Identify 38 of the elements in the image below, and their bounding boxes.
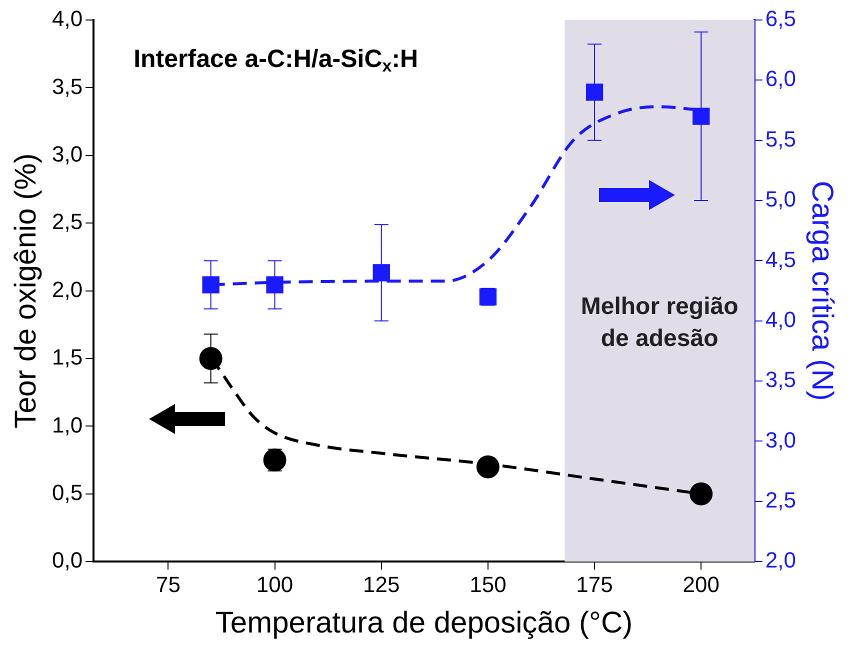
y2-tick-label: 5,5 (765, 126, 796, 152)
y2-tick-label: 3,5 (765, 367, 796, 392)
y-tick-label: 3,0 (52, 141, 83, 166)
x-axis-title: Temperatura de deposição (°C) (215, 606, 633, 640)
x-tick-label: 175 (576, 572, 613, 597)
point (199, 347, 222, 370)
point (690, 482, 713, 506)
y-tick-label: 1,0 (52, 412, 83, 438)
point (692, 108, 710, 125)
y-tick-label: 0,5 (52, 480, 83, 505)
y2-tick-label: 4,5 (765, 246, 796, 272)
y-tick-label: 3,5 (52, 74, 83, 99)
point (263, 448, 286, 472)
x-tick-label: 125 (363, 572, 400, 597)
y2-axis-title: Carga crítica (N) (806, 180, 839, 401)
y2-tick-label: 5,0 (765, 186, 796, 212)
y-tick-label: 4,0 (52, 6, 83, 32)
y-tick-label: 0,0 (52, 548, 83, 573)
y2-tick-label: 2,5 (765, 487, 796, 512)
y-tick-label: 2,5 (52, 209, 83, 234)
point (586, 84, 604, 101)
y-axis-title: Teor de oxigênio (%) (9, 153, 42, 428)
point (372, 264, 390, 282)
y2-tick-label: 3,0 (765, 427, 796, 452)
point (202, 276, 220, 294)
y2-tick-label: 6,5 (765, 6, 796, 32)
y2-tick-label: 2,0 (765, 548, 796, 573)
y2-tick-label: 6,0 (765, 66, 796, 92)
y-tick-label: 2,0 (52, 276, 83, 302)
x-tick-label: 75 (156, 572, 180, 597)
point (266, 276, 284, 294)
x-tick-label: 200 (682, 572, 720, 597)
x-tick-label: 150 (470, 572, 506, 597)
y2-tick-label: 4,0 (765, 306, 796, 332)
x-tick-label: 100 (256, 572, 294, 597)
band-label: Melhor região de adesão (580, 292, 738, 352)
y-tick-label: 1,5 (52, 344, 83, 370)
point (476, 455, 500, 478)
